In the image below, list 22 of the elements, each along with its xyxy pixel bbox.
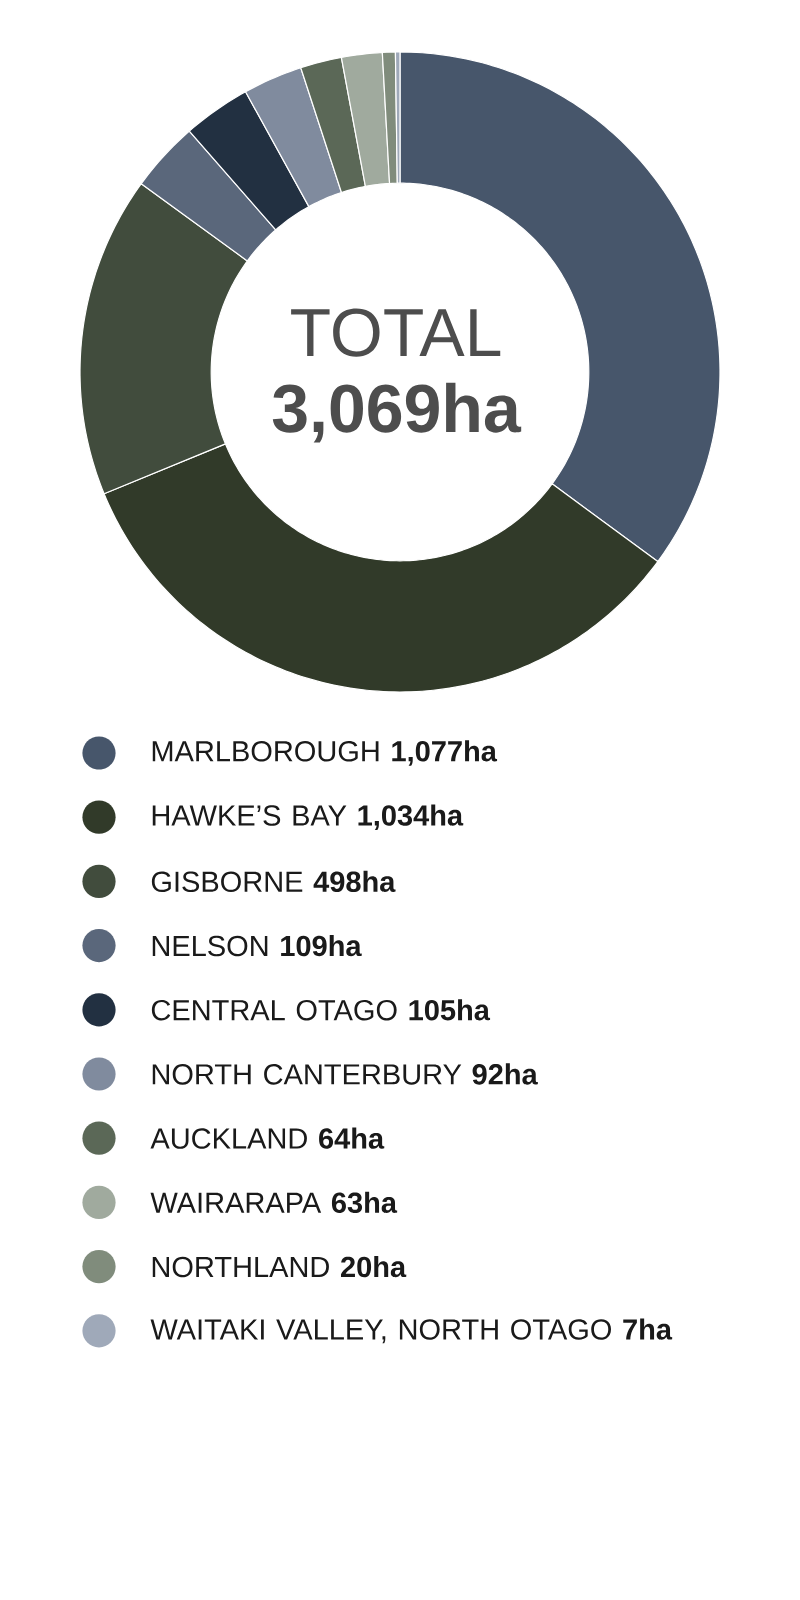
data-label: 63ha xyxy=(331,1191,398,1214)
legend-label: WAITAKI VALLEY, NORTH OTAGO xyxy=(150,1319,611,1344)
legend-label: NORTH CANTERBURY xyxy=(152,1064,462,1085)
legend-label: MARLBOROUGH xyxy=(152,740,379,762)
legend-label: NORTHLAND xyxy=(152,1256,329,1278)
data-label: 498ha xyxy=(313,870,396,893)
legend-label: HAWKE’S BAY xyxy=(152,805,347,826)
legend-label: GISBORNE xyxy=(151,871,303,893)
legend-label: AUCKLAND xyxy=(150,1128,307,1149)
data-label: 1,077ha xyxy=(392,740,498,766)
text: 3,069ha xyxy=(272,382,522,443)
legend-label: WAIRARAPA xyxy=(150,1192,322,1213)
data-label: 105ha xyxy=(409,999,491,1021)
data-label: 92ha xyxy=(472,1063,538,1085)
text: TOTAL xyxy=(291,308,501,357)
data-label: 64ha xyxy=(319,1127,385,1149)
data-label: 109ha xyxy=(281,934,362,957)
data-label: 7ha xyxy=(623,1318,673,1340)
legend-label: NELSON xyxy=(152,935,268,957)
legend-label: CENTRAL OTAGO xyxy=(151,999,397,1021)
data-label: 1,034ha xyxy=(358,804,464,830)
data-label: 20ha xyxy=(341,1255,407,1278)
